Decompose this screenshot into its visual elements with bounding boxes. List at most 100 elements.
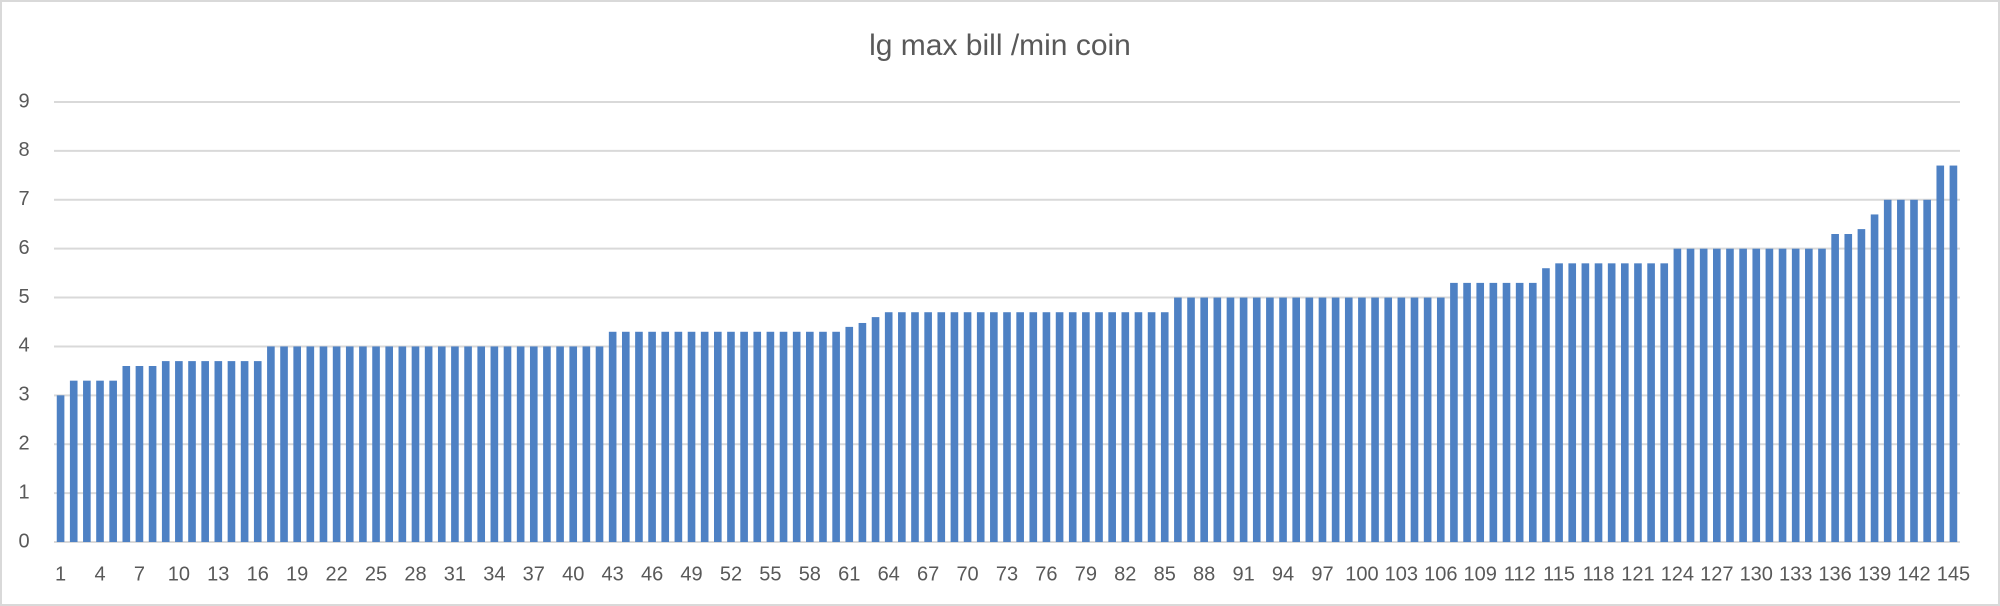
bar (227, 361, 236, 542)
bar (845, 326, 854, 542)
y-tick-label: 1 (18, 481, 29, 503)
bar (293, 346, 301, 542)
x-tick-label: 133 (1779, 563, 1812, 585)
bar (1160, 312, 1169, 542)
bar (674, 331, 683, 542)
bar (529, 346, 538, 542)
x-tick-label: 112 (1504, 563, 1536, 585)
x-tick-label: 106 (1424, 563, 1457, 585)
y-tick-label: 0 (18, 530, 29, 552)
x-tick-label: 139 (1858, 563, 1891, 585)
bar (1594, 263, 1603, 542)
bar (464, 346, 472, 542)
x-tick-label: 1 (55, 563, 66, 585)
bar (253, 361, 262, 542)
bar (1489, 282, 1498, 542)
bar (569, 346, 578, 542)
bar (1883, 199, 1892, 542)
x-tick-label: 70 (956, 563, 978, 585)
x-tick-label: 115 (1543, 563, 1575, 585)
bar (516, 346, 525, 542)
bar (1791, 248, 1800, 542)
bar (1344, 297, 1353, 542)
bar (319, 346, 328, 542)
bar (1857, 229, 1866, 542)
x-tick-label: 4 (94, 563, 105, 585)
bar (1568, 263, 1577, 542)
bar (148, 366, 157, 542)
x-tick-label: 19 (286, 563, 308, 585)
x-tick-label: 88 (1193, 563, 1215, 585)
bar (1436, 297, 1445, 542)
bar (214, 361, 223, 542)
bar (1897, 199, 1905, 542)
bar (714, 331, 722, 542)
bar (1068, 312, 1077, 542)
bar (175, 361, 183, 542)
bar (1042, 312, 1051, 542)
x-tick-label: 13 (207, 563, 229, 585)
x-tick-label: 121 (1621, 563, 1654, 585)
bar (1542, 268, 1550, 542)
bar (595, 346, 604, 542)
bar (661, 331, 670, 542)
bar (753, 331, 762, 542)
bar (858, 322, 867, 542)
bar (1147, 312, 1156, 542)
x-tick-label: 130 (1740, 563, 1773, 585)
bar (385, 346, 394, 542)
bar (1923, 199, 1931, 542)
bar (1121, 312, 1130, 542)
bar (1949, 165, 1958, 543)
x-tick-label: 22 (325, 563, 347, 585)
bar (1174, 297, 1182, 542)
bar (1252, 297, 1261, 542)
x-tick-label: 31 (444, 563, 466, 585)
bar (1463, 282, 1471, 542)
x-tick-label: 127 (1700, 563, 1733, 585)
x-tick-label: 94 (1272, 563, 1294, 585)
x-tick-label: 7 (134, 563, 145, 585)
bar (122, 366, 131, 542)
bar (1831, 234, 1839, 542)
bar (1620, 263, 1629, 542)
y-tick-label: 3 (18, 384, 29, 406)
bar (700, 331, 709, 542)
bar (1502, 282, 1511, 542)
bar (1713, 248, 1721, 542)
y-tick-label: 9 (18, 90, 29, 112)
bar (1239, 297, 1248, 542)
bar (1765, 248, 1774, 542)
bar (832, 331, 840, 542)
bar (1739, 248, 1747, 542)
bar (372, 346, 380, 542)
bar (345, 346, 354, 542)
x-tick-label: 40 (562, 563, 584, 585)
x-tick-label: 142 (1897, 563, 1930, 585)
bar (1726, 248, 1734, 542)
bar (819, 331, 827, 542)
bar (1410, 297, 1419, 542)
bar (1397, 297, 1406, 542)
y-tick-label: 2 (18, 433, 29, 455)
bar (1818, 248, 1826, 542)
x-tick-label: 28 (404, 563, 426, 585)
x-tick-label: 79 (1075, 563, 1097, 585)
bar (1647, 263, 1655, 542)
x-tick-label: 10 (168, 563, 190, 585)
bar (359, 346, 367, 542)
bar (1607, 263, 1616, 542)
bar (1134, 312, 1143, 542)
bar (96, 380, 104, 542)
bar (437, 346, 446, 542)
x-tick-label: 37 (523, 563, 545, 585)
bar (990, 312, 998, 542)
bar (1423, 297, 1432, 542)
x-tick-label: 61 (838, 563, 860, 585)
bar (1095, 312, 1103, 542)
bar (1870, 214, 1879, 542)
x-tick-label: 58 (799, 563, 821, 585)
bar (1082, 312, 1090, 542)
bar (884, 312, 893, 542)
bar (1358, 297, 1366, 542)
